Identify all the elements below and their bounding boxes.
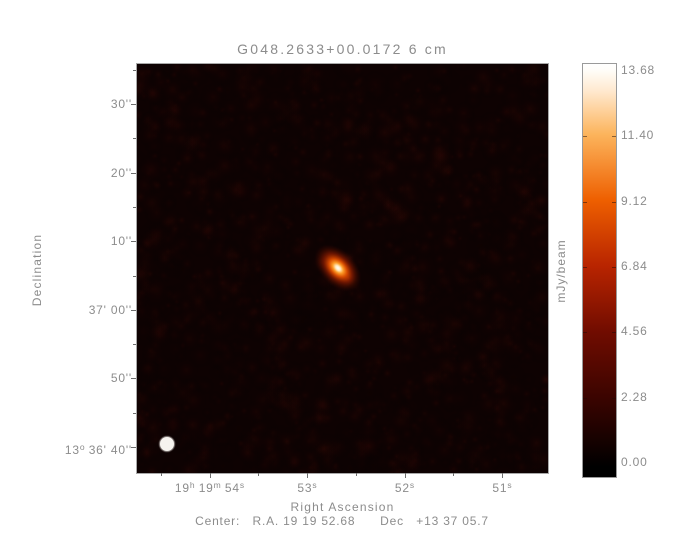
- beam-circle: [160, 437, 174, 451]
- x-tick-mark: [404, 473, 406, 478]
- y-tick-mark: [131, 104, 136, 105]
- y-minor-tick-mark: [133, 412, 136, 414]
- y-tick-mark: [131, 241, 136, 243]
- image-panel: [136, 63, 549, 474]
- x-minor-tick-mark: [355, 473, 357, 476]
- y-tick-label: 10'': [110, 234, 132, 249]
- radio-image-canvas: [137, 64, 548, 473]
- colorbar-tick-label: 2.28: [621, 389, 648, 404]
- y-minor-tick-mark: [133, 138, 136, 140]
- x-tick-label: 19h 19m 54s: [174, 480, 245, 495]
- y-tick-label: 20'': [110, 165, 132, 180]
- y-tick-mark: [131, 378, 136, 380]
- x-minor-tick-mark: [453, 473, 455, 476]
- colorbar-tick-mark: [612, 201, 616, 203]
- x-axis-label: Right Ascension: [290, 500, 395, 514]
- x-tick-mark: [209, 473, 211, 478]
- y-tick-label: 13o 36' 40'': [64, 442, 132, 457]
- colorbar-tick-mark: [583, 201, 587, 203]
- y-tick-mark: [131, 447, 136, 448]
- y-minor-tick-mark: [133, 275, 136, 277]
- x-tick-mark: [307, 473, 308, 478]
- y-minor-tick-mark: [133, 206, 136, 208]
- colorbar-tick-label: 4.56: [621, 324, 648, 339]
- colorbar-tick-label: 13.68: [621, 63, 656, 77]
- x-minor-tick-mark: [160, 473, 162, 476]
- colorbar-tick-mark: [583, 332, 587, 334]
- x-tick-label: 52s: [394, 480, 415, 495]
- colorbar-tick-mark: [612, 136, 616, 138]
- colorbar-tick-label: 0.00: [621, 455, 648, 469]
- y-tick-mark: [131, 172, 136, 174]
- plot-title: G048.2633+00.0172 6 cm: [237, 41, 448, 57]
- x-minor-tick-mark: [258, 473, 260, 476]
- y-tick-mark: [131, 309, 136, 311]
- x-tick-mark: [502, 473, 503, 478]
- colorbar-label: mJy/beam: [554, 239, 568, 303]
- y-minor-tick-mark: [133, 69, 136, 71]
- colorbar: [582, 63, 617, 478]
- y-minor-tick-mark: [133, 344, 136, 346]
- y-tick-label: 30'': [110, 97, 132, 111]
- colorbar-tick-label: 11.40: [621, 128, 655, 143]
- y-tick-label: 50'': [110, 371, 132, 386]
- colorbar-tick-mark: [612, 332, 616, 334]
- colorbar-tick-label: 6.84: [621, 259, 648, 273]
- y-axis-label: Declination: [30, 233, 44, 307]
- colorbar-tick-mark: [612, 397, 616, 399]
- colorbar-tick-label: 9.12: [621, 193, 648, 208]
- x-tick-label: 53s: [297, 480, 317, 495]
- colorbar-tick-mark: [612, 267, 616, 268]
- y-tick-label: 37' 00'': [88, 302, 132, 317]
- center-caption: Center: R.A. 19 19 52.68 Dec +13 37 05.7: [195, 514, 489, 528]
- colorbar-tick-mark: [583, 397, 587, 399]
- x-tick-label: 51s: [492, 480, 512, 495]
- colorbar-tick-mark: [583, 267, 587, 268]
- colorbar-tick-mark: [583, 136, 587, 138]
